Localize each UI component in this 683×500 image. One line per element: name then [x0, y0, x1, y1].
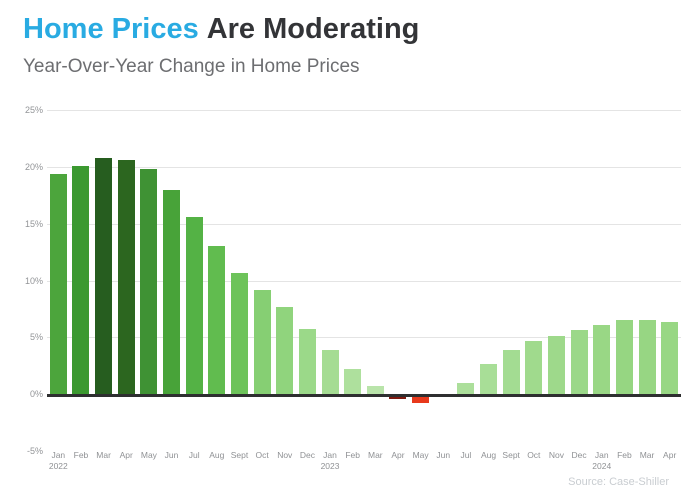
x-axis-label-month: Apr: [119, 450, 133, 460]
bar-Sept: [502, 349, 520, 394]
x-axis-label-month: Nov: [548, 450, 565, 460]
gridline-5: [47, 337, 681, 339]
bar-Feb: [615, 320, 633, 394]
x-axis-label-month: Jul: [188, 450, 200, 460]
gridline-20: [47, 167, 681, 168]
x-axis-label-month: Oct: [527, 450, 541, 460]
y-axis-label: 20%: [24, 162, 43, 172]
x-axis-label-month: Dec: [571, 450, 587, 460]
x-axis-label-month: May: [140, 450, 157, 460]
bar-Jun: [163, 189, 181, 394]
x-axis-label-month: Feb: [73, 450, 89, 460]
bar-Jul: [185, 216, 203, 394]
bar-Aug: [208, 246, 226, 394]
x-axis-label-month: Mar: [96, 450, 111, 460]
y-axis-label: 10%: [24, 275, 43, 286]
bar-Jul: [457, 382, 475, 394]
x-axis-label-month: Aug: [480, 450, 497, 460]
x-axis-label-month: Dec: [299, 450, 315, 460]
bar-Feb: [344, 369, 362, 394]
x-axis-label-month: Sept: [502, 450, 520, 460]
bar-Mar: [638, 320, 656, 394]
bar-May: [140, 169, 158, 394]
bar-Mar: [366, 386, 384, 394]
bar-May: [412, 394, 430, 403]
bar-Jan2022: [49, 173, 67, 394]
x-axis-label-month: Oct: [255, 450, 269, 460]
x-axis-label-month: Nov: [277, 450, 293, 460]
x-axis-label-month: Aug: [209, 450, 225, 460]
x-axis-label-month: Sept: [230, 450, 249, 460]
x-axis-label-month: Jan: [594, 450, 609, 460]
page-title: Home Prices Are Moderating: [23, 13, 419, 46]
bar-Nov: [276, 306, 294, 394]
page-title-accent: Home Prices: [23, 13, 199, 45]
bar-Jan2024: [593, 324, 611, 394]
bar-Apr: [661, 322, 679, 394]
x-axis-label-month: Jan: [51, 450, 66, 460]
bar-Aug: [480, 364, 498, 394]
gridline-25: [47, 110, 681, 112]
x-axis-label-month: Apr: [391, 450, 405, 460]
x-axis-label-year: 2022: [48, 461, 68, 471]
page-title-rest: Are Moderating: [206, 13, 420, 45]
bar-Apr: [117, 160, 135, 394]
y-axis-label: 25%: [24, 105, 43, 116]
x-axis-label-month: Feb: [345, 450, 360, 460]
bar-Oct: [525, 340, 543, 394]
bar-Sept: [230, 272, 248, 394]
gridline-10: [47, 280, 681, 282]
y-axis-label: 15%: [24, 218, 43, 229]
y-axis-label: 5%: [29, 332, 43, 343]
chart-subtitle: Year-Over-Year Change in Home Prices: [23, 56, 360, 77]
x-axis-label-month: Jan: [323, 450, 337, 460]
x-axis-label-month: Jun: [164, 450, 179, 460]
bar-Jan2023: [321, 349, 339, 394]
x-axis-label-month: May: [412, 450, 429, 460]
bar-Oct: [253, 289, 271, 394]
x-axis-label-month: Jun: [436, 450, 451, 460]
source-note: Source: Case-Shiller: [568, 476, 669, 488]
x-axis-label-year: 2024: [592, 461, 612, 471]
gridline-15: [47, 223, 681, 225]
x-axis-label-month: Jul: [460, 450, 472, 460]
y-axis-label: 0%: [29, 389, 43, 399]
y-axis-label: -5%: [26, 445, 43, 456]
x-axis-label-month: Apr: [663, 450, 677, 460]
bar-Mar: [95, 157, 113, 394]
bar-Nov: [547, 336, 565, 394]
x-axis-label-year: 2023: [320, 461, 340, 471]
x-axis-label-month: Mar: [367, 450, 383, 460]
bar-Feb: [72, 165, 90, 394]
bar-Dec: [298, 329, 316, 394]
x-axis-label-month: Mar: [639, 450, 655, 460]
bar-Dec: [570, 330, 588, 394]
x-axis-label-month: Feb: [617, 450, 632, 460]
x-axis-baseline: [47, 394, 681, 397]
